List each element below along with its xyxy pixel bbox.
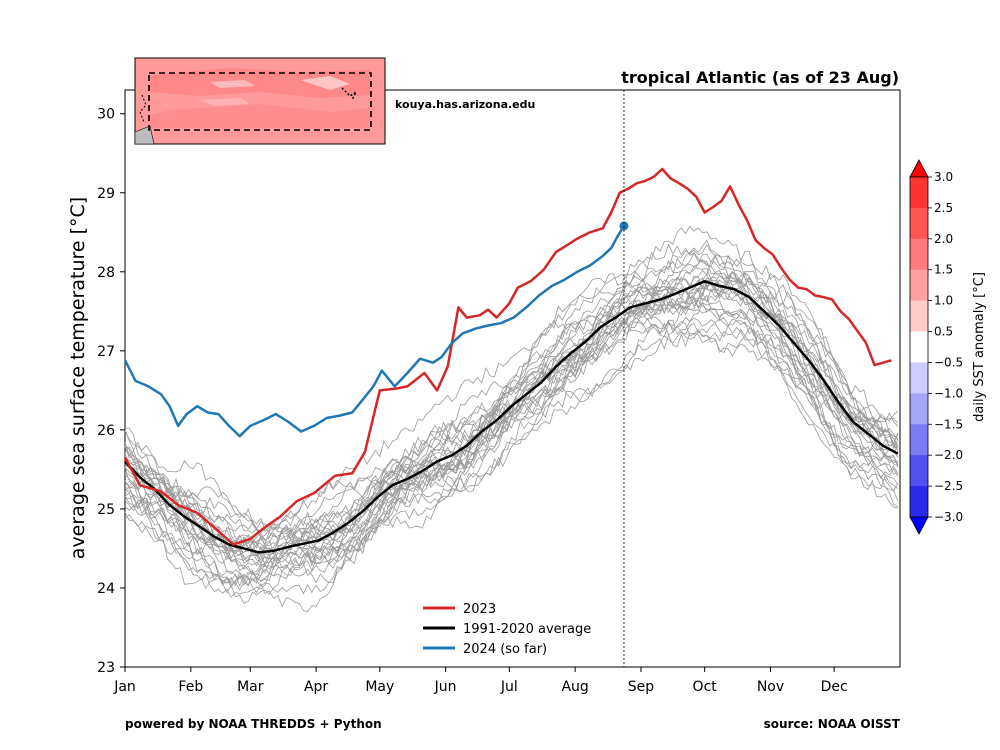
x-tick-label: Jul [500, 679, 518, 695]
colorbar-extend-bottom [909, 516, 929, 535]
colorbar-tick-label: 2.5 [934, 201, 953, 215]
colorbar-extend-top [909, 159, 929, 178]
series-line-2 [123, 225, 626, 438]
colorbar-tick-label: 0.5 [934, 325, 953, 339]
past-year-line [124, 284, 899, 550]
x-tick-label: Oct [693, 679, 718, 695]
x-tick-label: Sep [628, 679, 655, 695]
colorbar-tick-label: −2.0 [934, 448, 963, 462]
colorbar-tick-label: 1.0 [934, 294, 953, 308]
past-year-line [124, 251, 899, 538]
past-year-line [124, 225, 899, 556]
past-year-line [124, 255, 899, 537]
colorbar-tick-label: 1.5 [934, 263, 953, 277]
series-lines [123, 167, 899, 554]
x-tick-label: Feb [178, 679, 203, 695]
footer-source: source: NOAA OISST [763, 717, 900, 731]
colorbar-tick-label: −0.5 [934, 355, 963, 369]
plot-frame [124, 89, 901, 668]
series-line-0 [123, 167, 892, 546]
y-axis-label: average sea surface temperature [°C] [67, 197, 89, 559]
past-year-line [124, 285, 899, 587]
colorbar-bin [910, 238, 928, 271]
legend: 2023 1991-2020 average 2024 (so far) [423, 602, 591, 657]
past-year-line [124, 272, 899, 556]
x-axis-ticks: Jan Feb Mar Apr May Jun Jul Aug Sep Oct Nov Dec [113, 667, 848, 695]
x-tick-label: Dec [821, 679, 848, 695]
colorbar-tick-label: 3.0 [934, 170, 953, 184]
colorbar-tick-label: −2.5 [934, 479, 963, 493]
past-year-line [124, 321, 898, 599]
colorbar-bin [910, 455, 928, 487]
y-tick-label: 24 [97, 581, 115, 597]
x-tick-label: Nov [757, 679, 784, 695]
past-year-line [124, 298, 899, 604]
past-year-line [124, 327, 899, 571]
y-tick-label: 25 [97, 502, 115, 518]
colorbar-bin [910, 486, 928, 518]
colorbar-bin [910, 269, 928, 302]
chart-title: tropical Atlantic (as of 23 Aug) [621, 68, 899, 87]
colorbar-bin [910, 362, 928, 394]
y-tick-label: 29 [97, 186, 115, 202]
past-year-line [124, 275, 899, 561]
anomaly-colorbar: 3.0 2.5 2.0 1.5 1.0 0.5 −0.5 −1.0 −1.5 −2.0 −2.5 −3… [909, 159, 963, 535]
past-years-lines [124, 225, 899, 613]
legend-label-2024: 2024 (so far) [463, 642, 547, 657]
series-line-1 [124, 280, 899, 554]
legend-label-average: 1991-2020 average [463, 622, 591, 637]
colorbar-bin [910, 300, 928, 333]
y-tick-label: 27 [97, 344, 115, 360]
x-tick-label: May [365, 679, 394, 695]
legend-label-2023: 2023 [463, 602, 496, 617]
x-tick-label: Jan [113, 679, 136, 695]
y-axis-ticks: 23 24 25 26 27 28 29 30 [97, 107, 125, 676]
y-tick-label: 30 [97, 107, 115, 123]
colorbar-label: daily SST anomaly [°C] [972, 272, 987, 422]
source-annotation: kouya.has.arizona.edu [395, 98, 535, 111]
colorbar-tick-label: −1.0 [934, 386, 963, 400]
colorbar-tick-label: 2.0 [934, 232, 953, 246]
colorbar-bin [910, 331, 928, 363]
series-2024-endpoint [619, 221, 629, 231]
x-tick-label: Apr [304, 679, 328, 695]
inset-map [134, 57, 386, 145]
past-year-line [124, 287, 899, 574]
colorbar-bin [910, 424, 928, 456]
x-tick-label: Mar [237, 679, 264, 695]
colorbar-tick-label: −3.0 [934, 510, 963, 524]
y-tick-label: 23 [97, 660, 115, 676]
colorbar-bin [910, 177, 928, 209]
past-year-line [124, 243, 899, 561]
past-year-line [124, 239, 899, 554]
past-year-line [124, 243, 899, 532]
x-tick-label: Aug [561, 679, 588, 695]
colorbar-bin [910, 393, 928, 425]
colorbar-bin [910, 207, 928, 240]
colorbar-tick-label: −1.5 [934, 417, 963, 431]
y-tick-label: 26 [97, 423, 115, 439]
x-tick-label: Jun [434, 679, 457, 695]
footer-powered-by: powered by NOAA THREDDS + Python [125, 717, 382, 731]
y-tick-label: 28 [97, 265, 115, 281]
